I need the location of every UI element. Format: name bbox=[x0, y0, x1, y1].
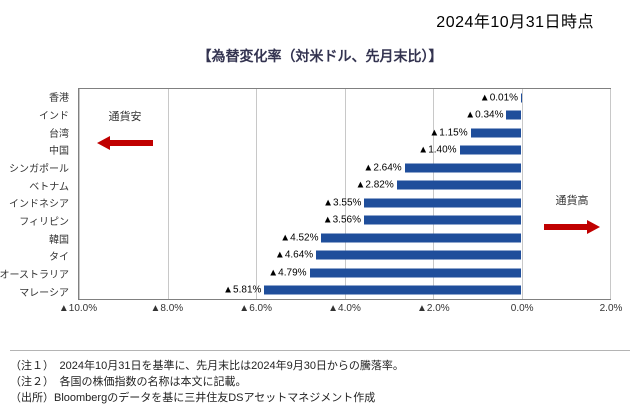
currency-weak-annotation: 通貨安 bbox=[93, 111, 157, 150]
bar-row: ▲0.34% bbox=[79, 106, 610, 123]
currency-weak-label: 通貨安 bbox=[108, 111, 142, 123]
plot-area: 通貨安 通貨高 ▲0.01% ▲0.34% ▲1.15% ▲1.40% ▲2.64% ▲2… bbox=[78, 88, 611, 300]
bar-row: ▲0.01% bbox=[79, 89, 610, 106]
bar-row: ▲1.40% bbox=[79, 142, 610, 159]
gridline bbox=[79, 89, 80, 299]
bar-value-label: ▲3.56% bbox=[322, 214, 361, 226]
bar-value-label: ▲4.64% bbox=[274, 249, 314, 261]
bar-value-label: ▲3.55% bbox=[323, 197, 362, 209]
footnotes: （注１） 2024年10月31日を基準に、先月末比は2024年9月30日からの騰… bbox=[10, 350, 630, 406]
bar bbox=[459, 145, 522, 155]
bar bbox=[363, 215, 522, 225]
x-axis-tick-label: ▲4.0% bbox=[328, 303, 361, 314]
y-axis-tick-label: シンガポール bbox=[9, 163, 69, 175]
x-axis-tick-label: 0.0% bbox=[510, 303, 534, 314]
bar-value-label: ▲1.15% bbox=[429, 127, 468, 139]
bar bbox=[396, 180, 522, 190]
footnote-source: （出所）Bloombergのデータを基に三井住友DSアセットマネジメント作成 bbox=[10, 392, 376, 404]
y-axis-tick-label: 韓国 bbox=[49, 234, 69, 246]
bar bbox=[264, 285, 522, 295]
as-of-date-title: 2024年10月31日時点 bbox=[436, 14, 594, 31]
currency-strong-annotation: 通貨高 bbox=[542, 195, 602, 234]
bar-row: ▲3.55% bbox=[79, 194, 610, 211]
bar-value-label: ▲0.01% bbox=[479, 92, 519, 104]
chart-title: 【為替変化率（対米ドル、先月末比）】 bbox=[197, 48, 443, 64]
x-axis-tick-label: ▲6.0% bbox=[239, 303, 273, 314]
bar-row: ▲3.56% bbox=[79, 212, 610, 229]
bar-value-label: ▲0.34% bbox=[465, 109, 504, 121]
bar bbox=[404, 163, 522, 173]
gridline bbox=[521, 89, 523, 299]
x-axis: ▲10.0% ▲8.0% ▲6.0% ▲4.0% ▲2.0% 0.0% 2.0% bbox=[59, 303, 623, 319]
bar bbox=[364, 198, 522, 208]
bar-value-label: ▲5.81% bbox=[223, 284, 262, 296]
gridline bbox=[256, 89, 257, 299]
bar bbox=[470, 128, 522, 138]
y-axis-tick-label: ベトナム bbox=[29, 181, 69, 193]
y-axis-tick-label: 香港 bbox=[49, 93, 69, 105]
gridline bbox=[344, 89, 346, 299]
x-axis-tick-label: ▲10.0% bbox=[58, 303, 98, 314]
bar-row: ▲2.82% bbox=[79, 177, 610, 194]
gridline bbox=[433, 89, 434, 299]
footnote-1: （注１） 2024年10月31日を基準に、先月末比は2024年9月30日からの騰… bbox=[10, 360, 404, 372]
bar-value-label: ▲4.79% bbox=[268, 267, 307, 279]
gridline bbox=[167, 89, 169, 299]
y-axis-tick-label: インドネシア bbox=[9, 199, 69, 211]
bar bbox=[316, 250, 522, 260]
x-axis-tick-label: ▲2.0% bbox=[416, 303, 450, 314]
y-axis-tick-label: タイ bbox=[49, 252, 69, 264]
currency-strong-label: 通貨高 bbox=[555, 195, 589, 207]
bar-value-label: ▲2.82% bbox=[355, 179, 394, 191]
left-arrow-icon bbox=[97, 136, 153, 150]
y-axis-tick-label: インド bbox=[39, 110, 69, 122]
y-axis-tick-label: フィリピン bbox=[19, 216, 69, 228]
bar-value-label: ▲2.64% bbox=[363, 162, 402, 174]
gridline bbox=[610, 89, 611, 299]
right-arrow-icon bbox=[544, 220, 600, 234]
bar-row: ▲5.81% bbox=[79, 282, 610, 299]
y-axis-labels: 香港インド台湾中国シンガポールベトナムインドネシアフィリピン韓国タイオーストラリ… bbox=[0, 88, 74, 300]
bar-row: ▲1.15% bbox=[79, 124, 610, 141]
bar-value-label: ▲4.52% bbox=[280, 232, 319, 244]
y-axis-tick-label: マレーシア bbox=[19, 287, 69, 299]
x-axis-tick-label: ▲8.0% bbox=[150, 303, 184, 314]
bar-row: ▲4.79% bbox=[79, 264, 610, 281]
bar bbox=[506, 110, 522, 120]
y-axis-tick-label: オーストラリア bbox=[0, 269, 69, 281]
footnote-2: （注２） 各国の株価指数の名称は本文に記載。 bbox=[10, 376, 247, 388]
bar bbox=[321, 233, 522, 243]
bar-row: ▲2.64% bbox=[79, 159, 610, 176]
bar-row: ▲4.52% bbox=[79, 229, 610, 246]
x-axis-tick-label: 2.0% bbox=[599, 303, 623, 314]
y-axis-tick-label: 中国 bbox=[49, 146, 69, 158]
y-axis-tick-label: 台湾 bbox=[49, 128, 69, 140]
bar bbox=[309, 268, 522, 278]
bar-value-label: ▲1.40% bbox=[418, 144, 457, 156]
bar-row: ▲4.64% bbox=[79, 247, 610, 264]
